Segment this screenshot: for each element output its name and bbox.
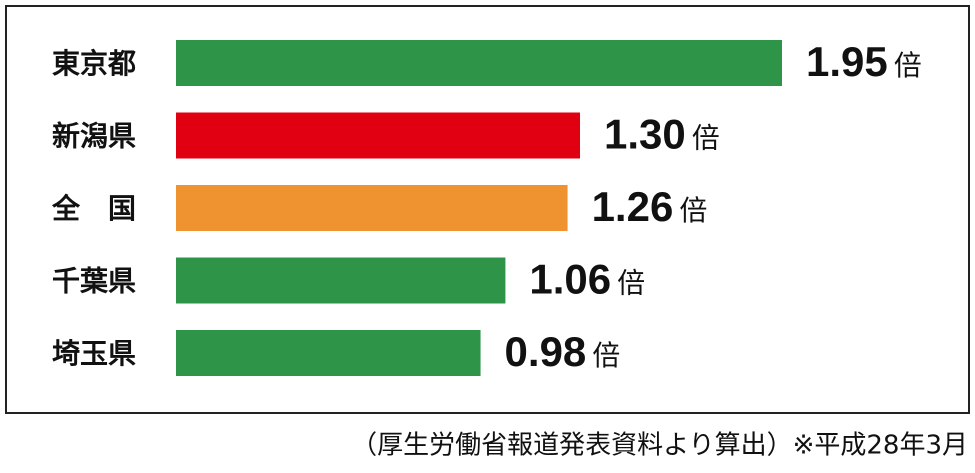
unit-label: 倍: [692, 122, 720, 155]
bar: [176, 257, 506, 304]
bar: [176, 330, 481, 376]
value-label: 1.06: [529, 256, 611, 303]
bar: [176, 40, 782, 86]
unit-label: 倍: [617, 267, 645, 300]
unit-label: 倍: [592, 339, 620, 372]
category-label: 埼玉県: [52, 337, 136, 370]
category-label: 新潟県: [52, 120, 136, 153]
bar: [176, 185, 568, 231]
value-label: 1.26: [592, 183, 674, 230]
value-label: 1.95: [806, 38, 888, 85]
category-label: 千葉県: [52, 265, 136, 298]
unit-label: 倍: [679, 194, 707, 227]
category-label: 全 国: [51, 192, 136, 225]
unit-label: 倍: [894, 49, 922, 82]
category-label: 東京都: [52, 47, 136, 80]
value-label: 0.98: [505, 328, 587, 375]
bar: [176, 112, 580, 159]
value-label: 1.30: [604, 111, 686, 158]
source-note: （厚生労働省報道発表資料より算出）※平成28年3月: [351, 431, 968, 461]
